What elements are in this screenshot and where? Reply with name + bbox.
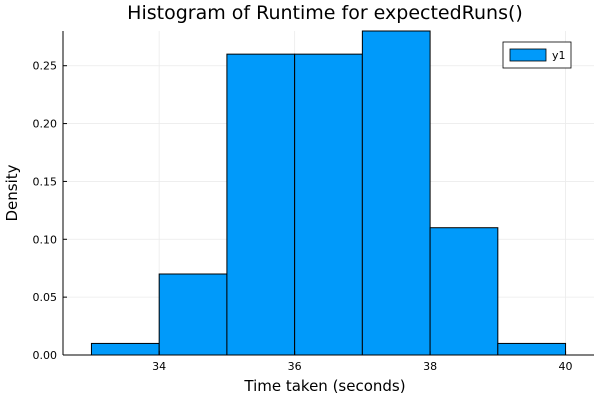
- ticks-layer: 34 36 38 40 0.00 0.05 0.10 0.15 0.20 0.25: [33, 60, 573, 373]
- y-tick-label: 0.25: [33, 60, 58, 73]
- x-tick-label: 40: [559, 360, 573, 373]
- axes-layer: [62, 31, 594, 356]
- bars-layer: [90, 30, 567, 356]
- legend-swatch: [509, 48, 547, 62]
- y-tick-label: 0.20: [33, 118, 58, 131]
- y-tick-label: 0.00: [33, 349, 58, 362]
- histogram-bar: [90, 342, 160, 356]
- histogram-bar: [497, 342, 567, 356]
- histogram-bar: [429, 227, 499, 356]
- x-tick-label: 34: [152, 360, 166, 373]
- histogram-bar: [226, 53, 296, 356]
- y-tick-label: 0.05: [33, 291, 58, 304]
- y-tick-label: 0.15: [33, 175, 58, 188]
- x-tick-label: 38: [423, 360, 437, 373]
- legend-label-y1: y1: [552, 49, 566, 62]
- histogram-bar: [361, 30, 431, 356]
- histogram-bar: [158, 273, 228, 356]
- x-axis-label: Time taken (seconds): [243, 377, 405, 395]
- y-tick-label: 0.10: [33, 233, 58, 246]
- y-axis-label: Density: [3, 164, 21, 221]
- x-tick-label: 36: [288, 360, 302, 373]
- histogram-bar: [294, 53, 363, 356]
- chart-title: Histogram of Runtime for expectedRuns(): [127, 2, 523, 24]
- legend: y1: [502, 41, 572, 69]
